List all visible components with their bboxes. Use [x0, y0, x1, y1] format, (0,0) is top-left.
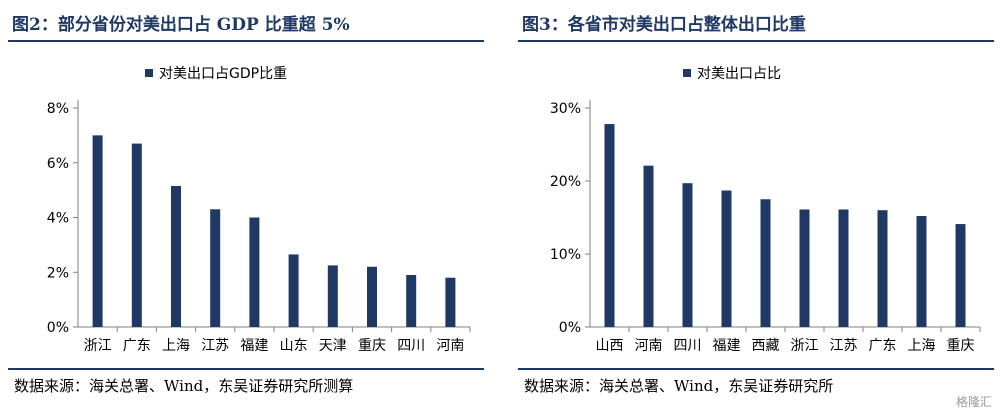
x-tick-label: 山西	[596, 338, 624, 354]
y-tick-label: 10%	[550, 247, 581, 263]
legend-swatch	[683, 69, 691, 77]
x-tick-label: 上海	[162, 338, 190, 354]
y-tick-label: 4%	[47, 211, 69, 227]
x-tick-label: 山东	[280, 338, 308, 354]
x-tick-label: 广东	[869, 338, 897, 354]
bar	[799, 209, 810, 327]
x-tick-label: 重庆	[358, 338, 386, 354]
y-tick-label: 0%	[559, 320, 581, 336]
bar	[131, 143, 142, 327]
bar	[955, 224, 966, 327]
source-divider	[8, 368, 484, 370]
bar	[406, 274, 417, 327]
x-tick-label: 四川	[674, 338, 702, 354]
chart-panel-gdp-share: 图2：部分省份对美出口占 GDP 比重超 5% 对美出口占GDP比重 0% 2% 4%…	[0, 0, 490, 416]
x-tick-label: 河南	[635, 338, 663, 354]
x-tick-label: 江苏	[201, 338, 229, 354]
legend: 对美出口占比	[683, 66, 781, 82]
x-tick-label: 福建	[713, 338, 741, 354]
chart-panel-export-share: 图3：各省市对美出口占整体出口比重 对美出口占比 0% 10% 20% 30% 山西 河南四…	[510, 0, 1000, 416]
bar	[682, 183, 693, 327]
bar	[721, 190, 732, 327]
x-tick-label: 天津	[319, 338, 347, 354]
bar	[210, 209, 221, 327]
legend: 对美出口占GDP比重	[145, 66, 287, 82]
source-note: 数据来源：海关总署、Wind，东吴证券研究所	[524, 377, 834, 395]
bar	[367, 266, 377, 327]
bar-chart-gdp-share: 对美出口占GDP比重 0% 2% 4% 6% 8% 浙江 广东 上海 江苏 福建 山东 天津 重庆 四川 河南	[47, 66, 471, 354]
bar	[877, 210, 888, 327]
x-tick-label: 四川	[397, 338, 425, 354]
legend-label: 对美出口占GDP比重	[159, 66, 287, 82]
bar	[760, 199, 771, 327]
x-tick-label: 西藏	[752, 338, 780, 354]
x-tick-label: 河南	[436, 338, 464, 354]
bar	[838, 209, 849, 327]
bar-chart-export-share: 对美出口占比 0% 10% 20% 30% 山西 河南 四川 福建 西藏 浙江 江苏 广东 上海 重庆	[550, 66, 981, 354]
bar	[288, 254, 299, 327]
bar	[92, 135, 103, 327]
chart-title: 图2：部分省份对美出口占 GDP 比重超 5%	[12, 15, 350, 35]
x-tick-label: 浙江	[791, 338, 819, 354]
bar	[604, 124, 615, 327]
legend-swatch	[145, 69, 153, 77]
bar	[171, 186, 181, 327]
title-divider	[8, 40, 484, 42]
x-tick-label: 福建	[240, 338, 268, 354]
bar	[249, 217, 260, 327]
legend-label: 对美出口占比	[697, 66, 781, 82]
x-tick-label: 上海	[908, 338, 936, 354]
x-tick-label: 广东	[123, 338, 151, 354]
watermark-logo: 格隆汇	[955, 395, 992, 409]
chart-title: 图3：各省市对美出口占整体出口比重	[522, 15, 806, 35]
y-tick-label: 30%	[550, 101, 581, 117]
x-tick-label: 浙江	[84, 338, 112, 354]
y-tick-label: 8%	[47, 101, 69, 117]
source-note: 数据来源：海关总署、Wind，东吴证券研究所测算	[14, 377, 354, 395]
bar	[327, 265, 338, 327]
title-divider	[518, 40, 994, 42]
bar	[916, 216, 927, 327]
y-tick-label: 6%	[47, 156, 69, 172]
bar	[643, 165, 654, 327]
source-divider	[518, 368, 994, 370]
bar	[445, 277, 456, 327]
y-tick-label: 2%	[47, 265, 69, 281]
y-tick-label: 0%	[47, 320, 69, 336]
y-tick-label: 20%	[550, 174, 581, 190]
x-tick-label: 重庆	[947, 338, 975, 354]
x-tick-label: 江苏	[830, 338, 858, 354]
